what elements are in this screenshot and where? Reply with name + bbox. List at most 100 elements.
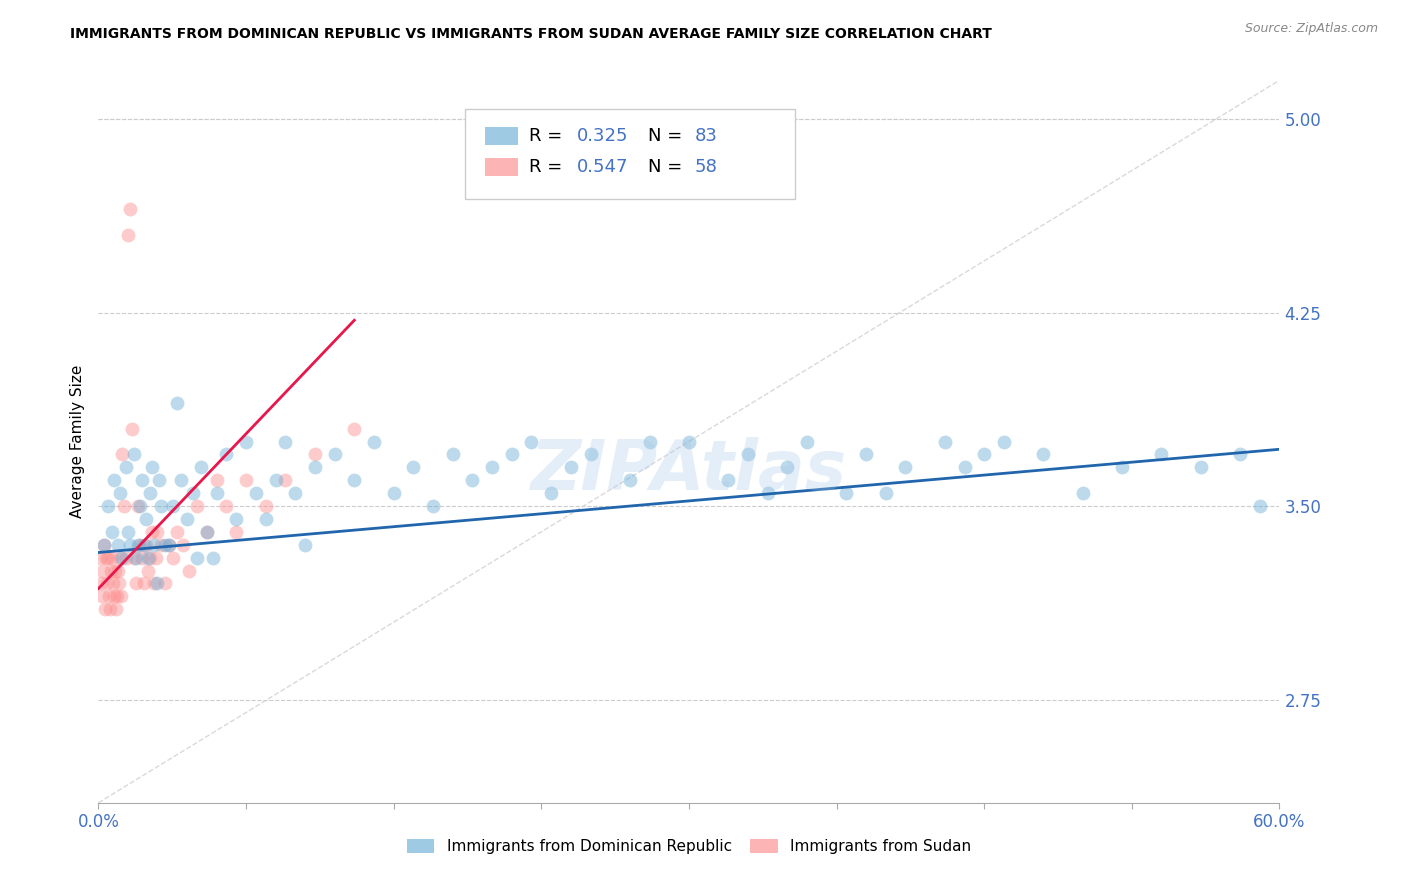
Point: [125, 576, 148, 591]
Point: [678, 434, 700, 449]
Point: [215, 499, 238, 513]
Point: [135, 512, 157, 526]
Point: [132, 576, 155, 591]
Point: [107, 538, 129, 552]
Point: [101, 524, 124, 539]
Point: [172, 538, 194, 552]
Point: [181, 486, 204, 500]
Point: [1249, 499, 1271, 513]
Point: [560, 460, 582, 475]
Point: [254, 512, 277, 526]
Point: [146, 576, 169, 591]
Point: [141, 460, 163, 475]
Point: [343, 473, 366, 487]
Point: [304, 447, 326, 461]
Point: [100, 564, 122, 578]
Point: [162, 550, 184, 565]
Text: R =: R =: [530, 127, 568, 145]
Point: [855, 447, 877, 461]
Point: [122, 550, 145, 565]
Point: [101, 550, 124, 565]
Point: [121, 422, 143, 436]
Point: [96, 550, 118, 565]
Point: [103, 576, 125, 591]
Point: [118, 202, 141, 217]
Point: [176, 512, 198, 526]
Point: [953, 460, 976, 475]
Point: [148, 473, 170, 487]
Point: [115, 550, 138, 565]
Point: [481, 460, 503, 475]
Point: [501, 447, 523, 461]
Point: [150, 499, 173, 513]
Point: [186, 499, 208, 513]
Point: [934, 434, 956, 449]
Text: R =: R =: [530, 158, 568, 176]
Point: [111, 447, 134, 461]
Point: [105, 590, 128, 604]
Point: [343, 422, 366, 436]
Point: [363, 434, 385, 449]
Point: [235, 434, 257, 449]
Point: [117, 228, 139, 243]
Point: [117, 524, 139, 539]
Point: [190, 460, 212, 475]
Point: [1071, 486, 1094, 500]
Point: [225, 524, 247, 539]
Point: [108, 576, 131, 591]
Point: [94, 602, 117, 616]
Text: 0.325: 0.325: [576, 127, 628, 145]
Point: [323, 447, 346, 461]
Text: 83: 83: [695, 127, 717, 145]
Point: [274, 473, 297, 487]
Point: [638, 434, 661, 449]
Point: [835, 486, 858, 500]
Point: [157, 538, 180, 552]
Point: [875, 486, 897, 500]
Point: [97, 499, 120, 513]
Text: Source: ZipAtlas.com: Source: ZipAtlas.com: [1244, 22, 1378, 36]
Point: [177, 564, 200, 578]
Point: [98, 602, 121, 616]
FancyBboxPatch shape: [485, 127, 517, 145]
Point: [155, 538, 177, 552]
Point: [619, 473, 641, 487]
Point: [304, 460, 326, 475]
Point: [441, 447, 464, 461]
Point: [162, 499, 184, 513]
Text: N =: N =: [648, 158, 688, 176]
Legend: Immigrants from Dominican Republic, Immigrants from Sudan: Immigrants from Dominican Republic, Immi…: [401, 832, 977, 860]
Point: [125, 550, 148, 565]
Point: [215, 447, 238, 461]
Point: [756, 486, 779, 500]
Point: [1229, 447, 1251, 461]
Point: [103, 473, 125, 487]
Point: [91, 590, 114, 604]
Point: [993, 434, 1015, 449]
Point: [402, 460, 425, 475]
FancyBboxPatch shape: [464, 109, 796, 200]
Point: [93, 538, 115, 552]
Point: [136, 564, 159, 578]
Point: [135, 538, 157, 552]
Point: [110, 590, 132, 604]
Point: [235, 473, 257, 487]
Text: 0.547: 0.547: [576, 158, 628, 176]
Point: [131, 473, 153, 487]
Point: [166, 396, 188, 410]
Point: [141, 524, 163, 539]
Point: [146, 524, 169, 539]
Point: [1189, 460, 1212, 475]
Point: [894, 460, 917, 475]
FancyBboxPatch shape: [485, 158, 517, 177]
Y-axis label: Average Family Size: Average Family Size: [69, 365, 84, 518]
Point: [274, 434, 297, 449]
Point: [103, 590, 125, 604]
Point: [264, 473, 287, 487]
Point: [145, 550, 167, 565]
Point: [205, 486, 228, 500]
Point: [104, 564, 127, 578]
Point: [111, 550, 134, 565]
Text: N =: N =: [648, 127, 688, 145]
Point: [142, 538, 165, 552]
